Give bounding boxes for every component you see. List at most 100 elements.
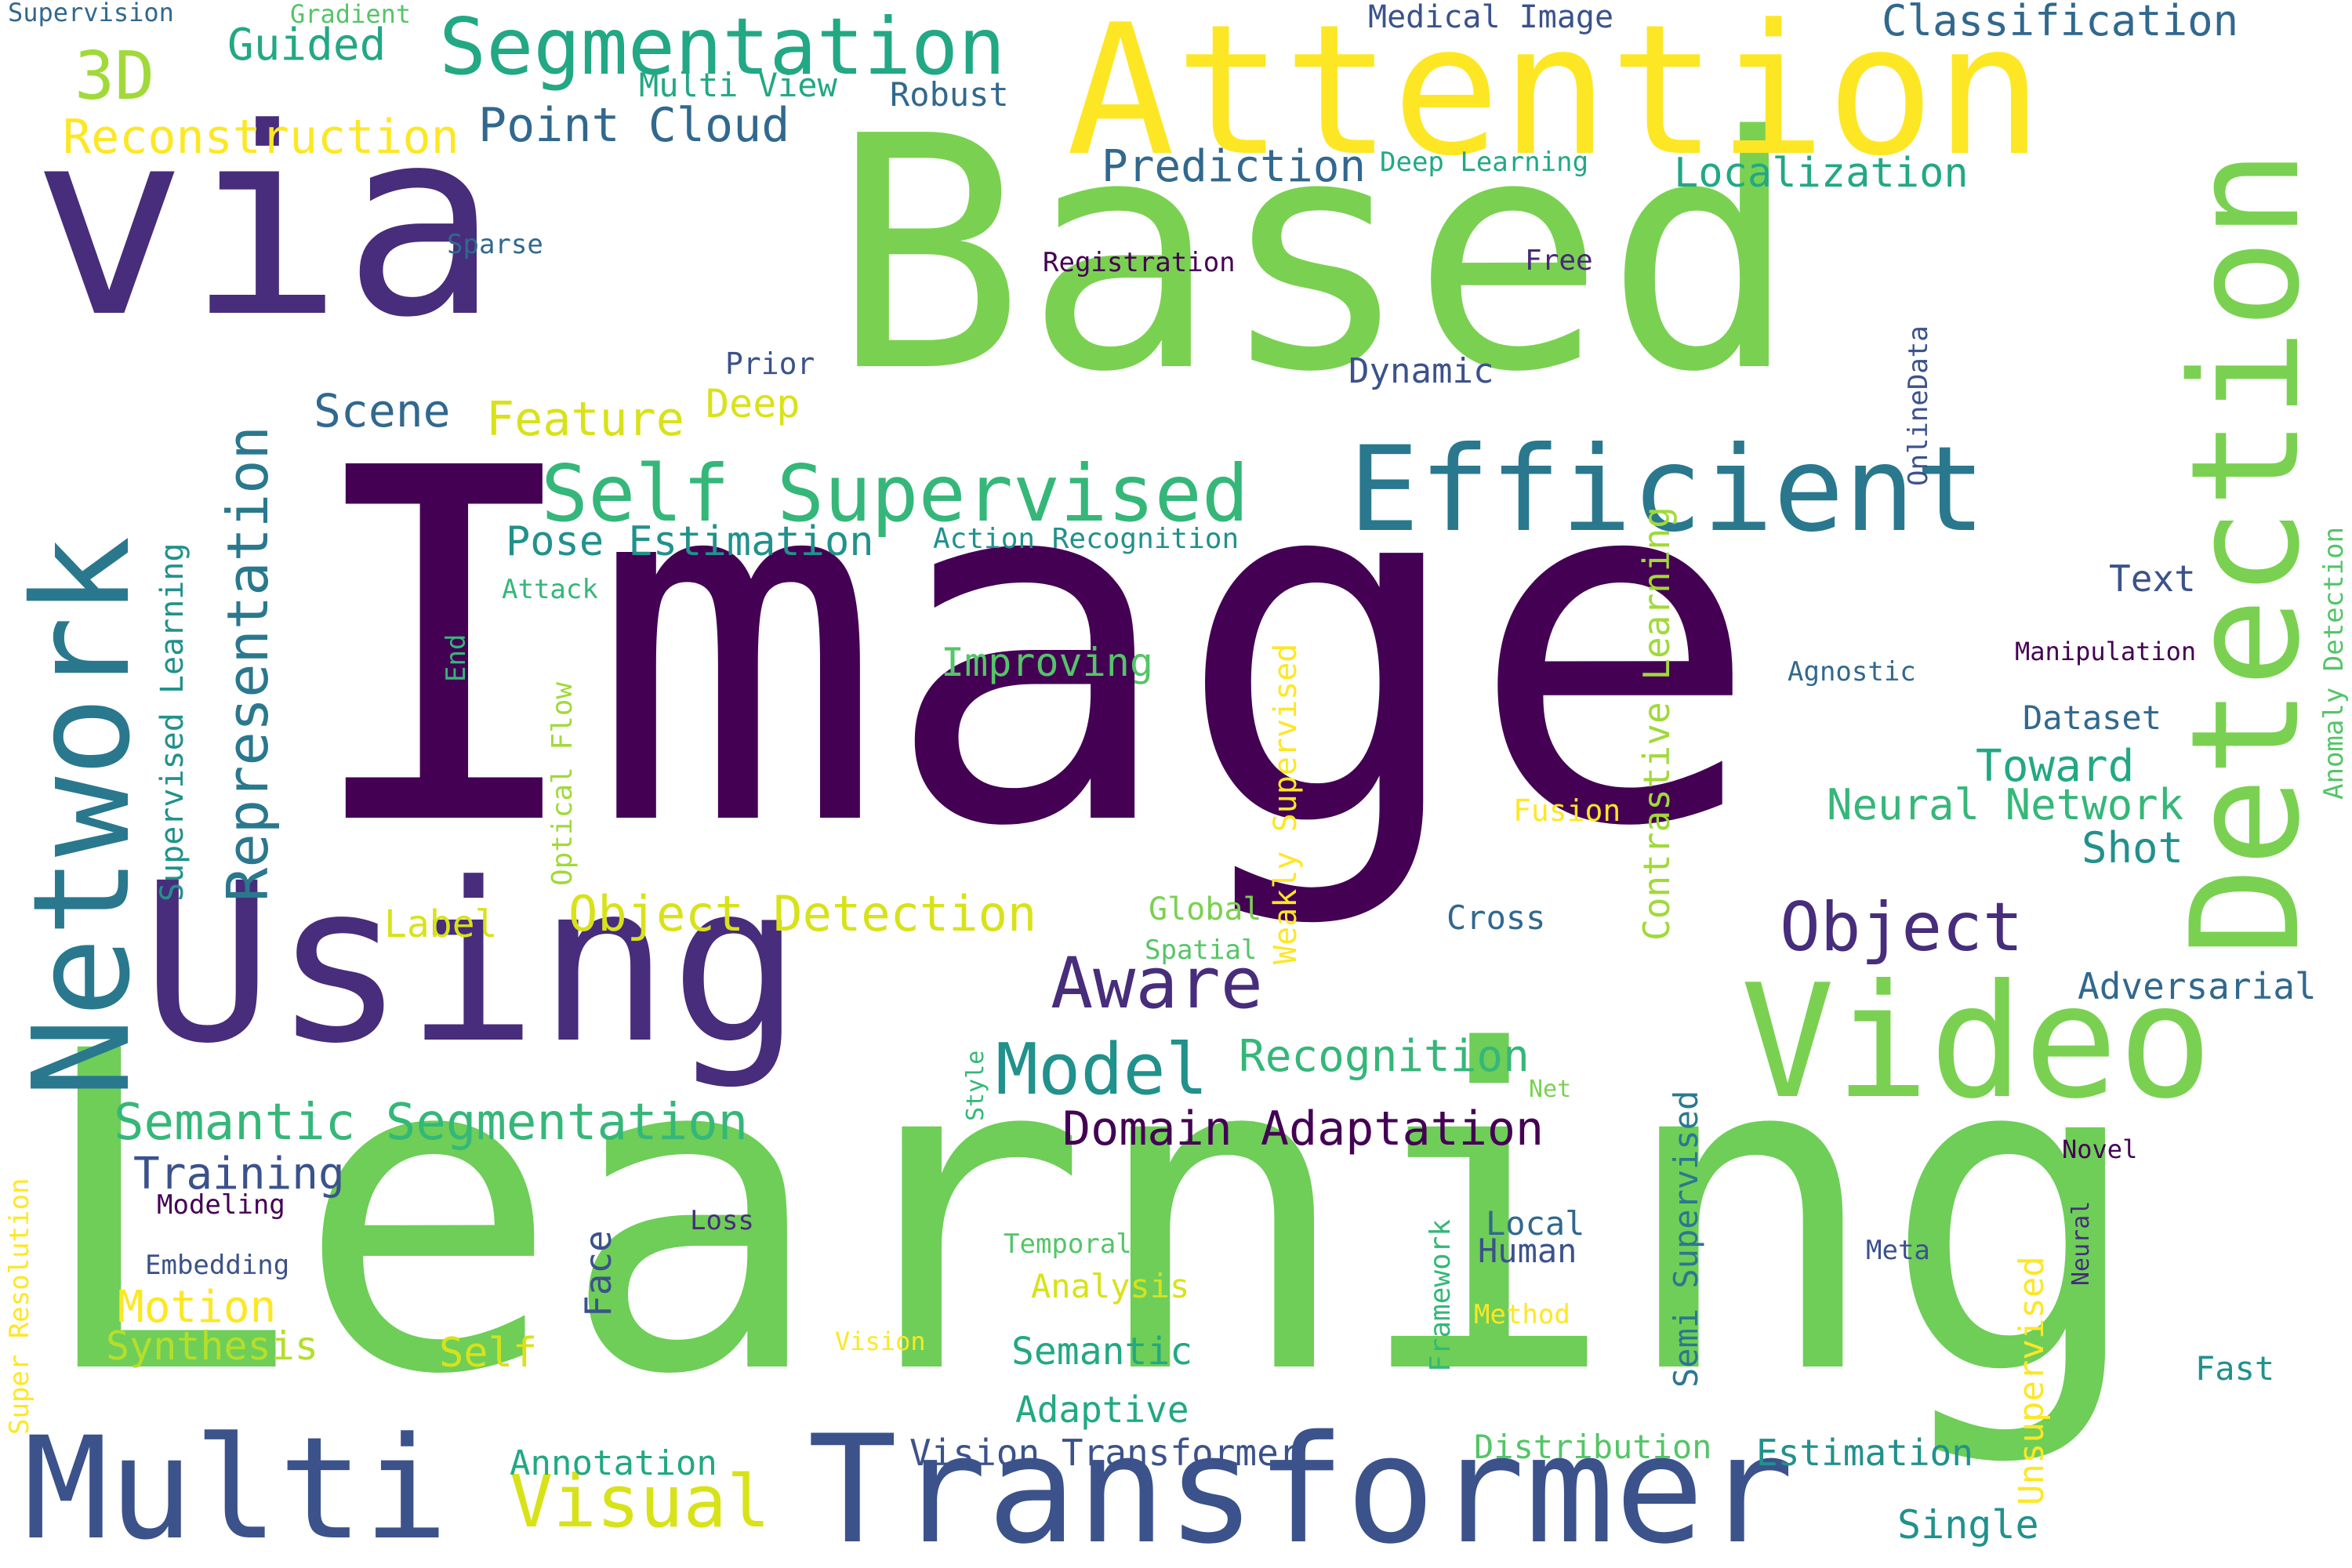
word-action-recognition: Action Recognition — [933, 523, 1240, 555]
word-video: Video — [1740, 951, 2213, 1134]
word-supervision: Supervision — [8, 0, 174, 27]
word-end: End — [441, 633, 472, 682]
word-vision-transformer: Vision Transformer — [909, 1432, 1301, 1474]
word-supervised-learning: Supervised Learning — [154, 543, 191, 902]
word-novel: Novel — [2062, 1134, 2138, 1164]
word-agnostic: Agnostic — [1788, 656, 1916, 688]
word-sparse: Sparse — [447, 229, 543, 260]
word-analysis: Analysis — [1031, 1267, 1190, 1305]
word-method: Method — [1474, 1299, 1570, 1330]
word-free: Free — [1525, 245, 1593, 277]
word-label: Label — [384, 902, 498, 946]
word-domain-adaptation: Domain Adaptation — [1062, 1102, 1544, 1156]
word-local: Local — [1486, 1204, 1585, 1243]
word-neural: Neural — [2067, 1200, 2095, 1286]
word-embedding: Embedding — [145, 1250, 290, 1281]
word-deep: Deep — [706, 381, 800, 426]
word-framework: Framework — [1425, 1218, 1457, 1372]
word-spatial: Spatial — [1145, 935, 1258, 966]
word-prior: Prior — [725, 347, 815, 381]
word-medical-image: Medical Image — [1368, 0, 1614, 35]
word-annotation: Annotation — [510, 1443, 717, 1483]
word-fast: Fast — [2195, 1349, 2275, 1388]
word-human: Human — [1478, 1232, 1577, 1270]
word-net: Net — [1529, 1076, 1572, 1103]
word-vision: Vision — [835, 1327, 926, 1356]
word-registration: Registration — [1043, 247, 1236, 278]
word-representation: Representation — [215, 426, 281, 902]
word-object-detection: Object Detection — [568, 885, 1037, 942]
word-multi-view: Multi View — [639, 66, 837, 104]
word-shot: Shot — [2082, 823, 2184, 873]
word-synthesis: Synthesis — [106, 1323, 318, 1369]
word-cross: Cross — [1446, 898, 1546, 937]
word-using: Using — [141, 837, 802, 1092]
word-point-cloud: Point Cloud — [478, 98, 790, 153]
word-feature: Feature — [486, 392, 684, 447]
word-distribution: Distribution — [1474, 1428, 1712, 1466]
word-single: Single — [1897, 1502, 2039, 1548]
word-gradient: Gradient — [290, 0, 412, 29]
word-semantic-segmentation: Semantic Segmentation — [114, 1094, 749, 1152]
word-guided: Guided — [227, 20, 387, 71]
word-adaptive: Adaptive — [1015, 1388, 1189, 1431]
word-contrastive-learning: Contrastive Learning — [1635, 506, 1678, 941]
word-localization: Localization — [1674, 150, 1969, 197]
word-attack: Attack — [502, 574, 598, 605]
word-weakly-supervised: Weakly Supervised — [1268, 643, 1304, 964]
word-temporal: Temporal — [1004, 1229, 1132, 1260]
word-style: Style — [962, 1050, 989, 1121]
word-fusion: Fusion — [1513, 793, 1621, 828]
word-deep-learning: Deep Learning — [1380, 147, 1589, 178]
word-dynamic: Dynamic — [1348, 351, 1494, 391]
word-scene: Scene — [314, 384, 451, 437]
word-manipulation: Manipulation — [2015, 637, 2197, 666]
word-attention: Attention — [1066, 0, 2044, 196]
word-object: Object — [1780, 888, 2024, 967]
word-face: Face — [577, 1230, 619, 1317]
word-onlinedata: OnlineData — [1903, 325, 1934, 486]
word-loss: Loss — [690, 1205, 754, 1236]
word-multi: Multi — [24, 1407, 448, 1568]
word-text: Text — [2109, 557, 2196, 600]
word-dataset: Dataset — [2023, 699, 2162, 737]
word-visual: Visual — [510, 1460, 771, 1544]
word-network: Network — [5, 535, 160, 1098]
word-model: Model — [996, 1029, 1208, 1111]
word-reconstruction: Reconstruction — [63, 110, 459, 165]
word-motion: Motion — [118, 1282, 277, 1333]
word-transformer: Transformer — [808, 1403, 1795, 1568]
word-detection: Detection — [2159, 149, 2332, 956]
word-3d: 3D — [74, 38, 155, 115]
word-self-supervised: Self Supervised — [541, 448, 1250, 539]
word-aware: Aware — [1051, 942, 1263, 1025]
word-based: Based — [831, 67, 1799, 442]
word-learning: Learning — [31, 960, 2147, 1471]
word-improving: Improving — [941, 640, 1153, 685]
word-self: Self — [439, 1330, 538, 1377]
word-via: via — [31, 73, 499, 374]
word-global: Global — [1149, 891, 1262, 927]
word-semantic: Semantic — [1011, 1330, 1193, 1374]
word-recognition: Recognition — [1239, 1031, 1530, 1082]
word-neural-network: Neural Network — [1827, 780, 2184, 829]
word-adversarial: Adversarial — [2078, 965, 2317, 1007]
word-semi-supervised: Semi Supervised — [1667, 1090, 1705, 1388]
word-modeling: Modeling — [157, 1189, 285, 1221]
word-segmentation: Segmentation — [439, 1, 1006, 93]
word-prediction: Prediction — [1102, 141, 1367, 192]
word-optical-flow: Optical Flow — [546, 681, 579, 886]
word-training: Training — [133, 1149, 345, 1200]
word-estimation: Estimation — [1756, 1432, 1973, 1474]
word-meta: Meta — [1866, 1235, 1930, 1266]
word-image: Image — [298, 368, 1762, 933]
word-pose-estimation: Pose Estimation — [506, 518, 874, 565]
word-super-resolution: Super Resolution — [4, 1178, 35, 1435]
word-robust: Robust — [890, 75, 1009, 114]
word-efficient: Efficient — [1348, 422, 1986, 558]
word-anomaly-detection: Anomaly Detection — [2318, 527, 2350, 800]
word-unsupervised: Unsupervised — [2012, 1256, 2052, 1505]
word-classification: Classification — [1882, 0, 2239, 45]
word-toward: Toward — [1976, 741, 2135, 792]
